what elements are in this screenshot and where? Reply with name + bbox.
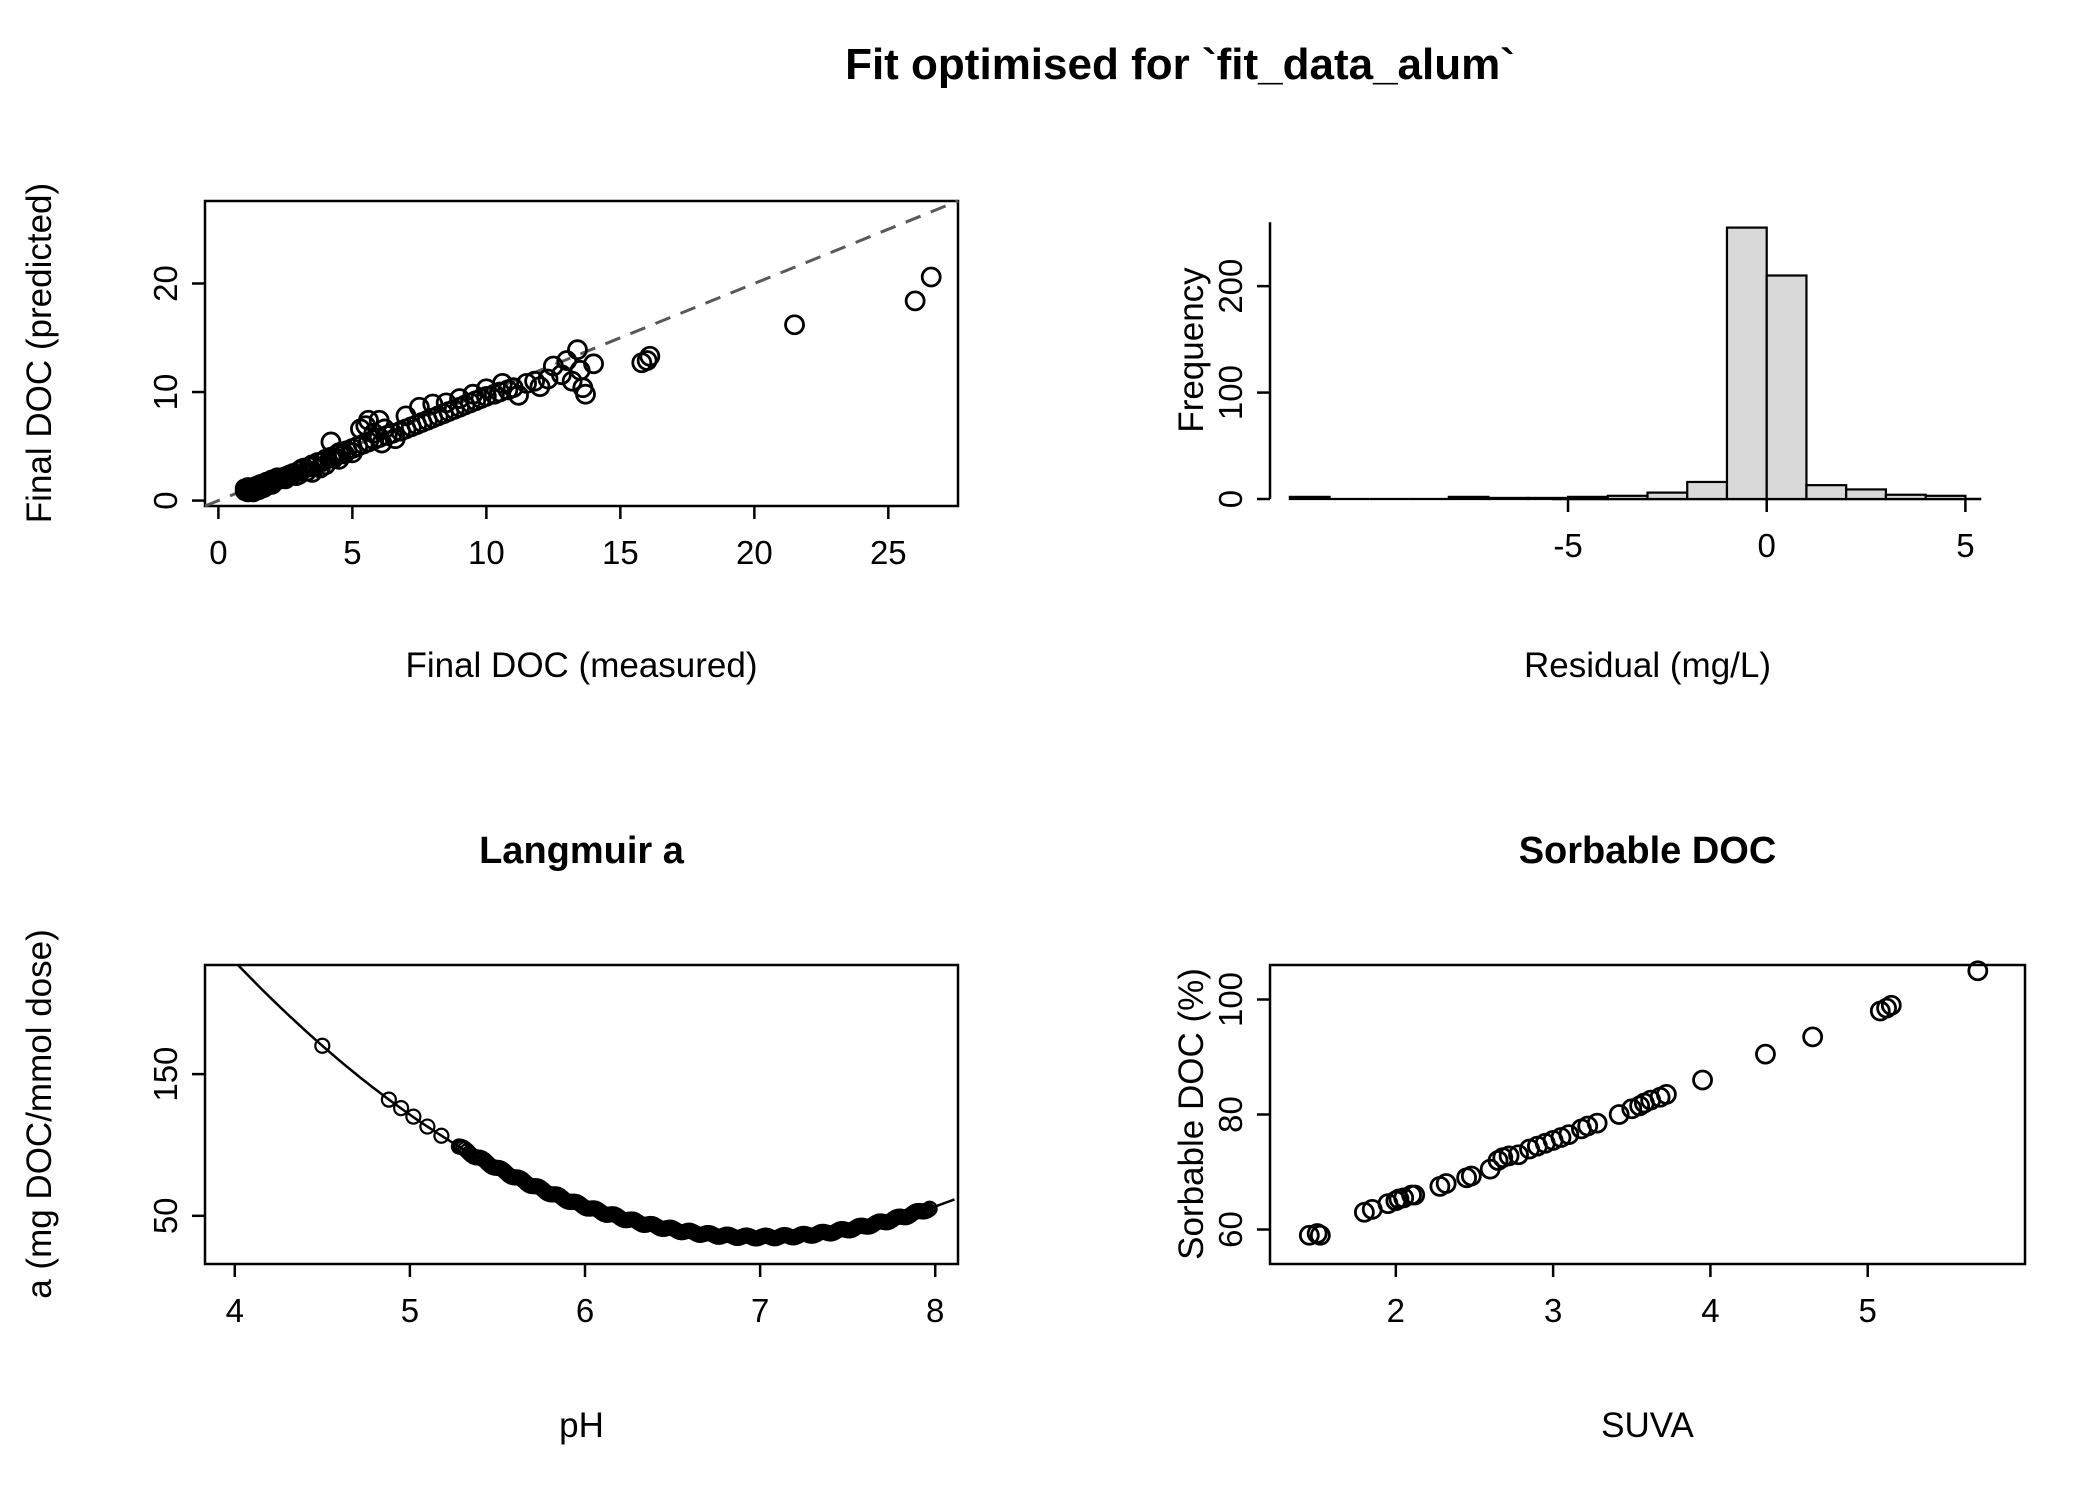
svg-text:20: 20: [736, 534, 773, 571]
svg-text:100: 100: [1212, 972, 1249, 1027]
svg-text:5: 5: [401, 1292, 419, 1329]
x-axis-label-measured: Final DOC (measured): [405, 646, 758, 685]
svg-text:0: 0: [1212, 490, 1249, 508]
x-axis-label-residual: Residual (mg/L): [1523, 646, 1772, 685]
svg-text:20: 20: [147, 265, 184, 302]
svg-text:5: 5: [1859, 1292, 1877, 1329]
svg-text:10: 10: [468, 534, 505, 571]
svg-text:0: 0: [209, 534, 227, 571]
svg-text:200: 200: [1212, 259, 1249, 314]
svg-text:-5: -5: [1553, 527, 1582, 564]
svg-text:0: 0: [147, 491, 184, 509]
svg-text:6: 6: [576, 1292, 594, 1329]
svg-text:4: 4: [1701, 1292, 1719, 1329]
figure-title: Fit optimised for `fit_data_alum`: [845, 40, 1515, 89]
svg-text:25: 25: [870, 534, 907, 571]
langmuir-panel-title: Langmuir a: [479, 830, 684, 872]
svg-text:4: 4: [226, 1292, 244, 1329]
langmuir-curve-and-points: [236, 965, 955, 1247]
svg-text:7: 7: [751, 1292, 769, 1329]
svg-text:2: 2: [1387, 1292, 1405, 1329]
svg-text:5: 5: [1956, 527, 1974, 564]
svg-text:80: 80: [1212, 1096, 1249, 1133]
x-axis-label-ph: pH: [559, 1406, 604, 1445]
svg-text:3: 3: [1544, 1292, 1562, 1329]
svg-text:150: 150: [147, 1047, 184, 1102]
svg-text:8: 8: [926, 1292, 944, 1329]
langmuir-a-plot: 4 5 6 7 8 50 150: [147, 963, 960, 1329]
svg-text:0: 0: [1758, 527, 1776, 564]
svg-text:100: 100: [1212, 365, 1249, 420]
svg-text:50: 50: [147, 1197, 184, 1234]
svg-text:5: 5: [343, 534, 361, 571]
svg-text:15: 15: [602, 534, 639, 571]
x-axis-label-suva: SUVA: [1601, 1406, 1694, 1445]
svg-text:10: 10: [147, 374, 184, 411]
sorbable-doc-plot: 2 3 4 5 60 80 100: [1212, 960, 2027, 1329]
sorbable-panel-title: Sorbable DOC: [1518, 830, 1777, 872]
measured-vs-predicted-plot: 0 5 10 15 20 25 0 10 20: [147, 199, 960, 571]
svg-text:60: 60: [1212, 1211, 1249, 1248]
